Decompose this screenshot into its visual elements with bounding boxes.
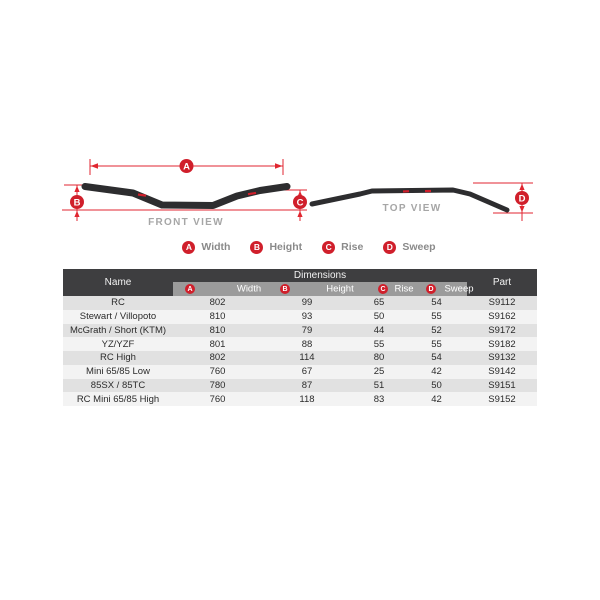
table-row: Stewart / Villopoto 810 93 50 55 S9162 xyxy=(63,309,537,324)
cell-name: McGrath / Short (KTM) xyxy=(69,324,167,336)
column-header-part: Part xyxy=(467,269,537,296)
cell-sweep: 54 xyxy=(431,297,442,309)
subheader-label-sweep: Sweep xyxy=(444,283,474,295)
subheader-label-height: Height xyxy=(326,283,354,295)
cell-part: S9172 xyxy=(488,324,516,336)
cell-height: 93 xyxy=(301,311,313,323)
top-view-label: TOP VIEW xyxy=(383,203,442,214)
cell-width: 802 xyxy=(209,352,226,364)
cell-name: 85SX / 85TC xyxy=(90,379,146,391)
cell-height: 87 xyxy=(301,379,313,391)
cell-part: S9182 xyxy=(488,338,516,350)
cell-width: 810 xyxy=(209,311,226,323)
cell-rise: 25 xyxy=(373,366,385,378)
table-row: RC High 802 114 80 54 S9132 xyxy=(63,351,537,365)
cell-height: 99 xyxy=(301,297,313,309)
cell-height: 114 xyxy=(299,352,315,364)
cell-name: YZ/YZF xyxy=(101,338,135,350)
table-row: RC Mini 65/85 High 760 118 83 42 S9152 xyxy=(63,392,537,406)
width-badge: A xyxy=(179,159,194,173)
cell-rise: 55 xyxy=(373,338,385,350)
cell-part: S9142 xyxy=(488,366,516,378)
cell-sweep: 52 xyxy=(431,324,442,336)
legend-label: Height xyxy=(269,241,303,253)
table-row: 85SX / 85TC 780 87 51 50 S9151 xyxy=(63,378,537,393)
cell-part: S9151 xyxy=(488,379,516,391)
table-row: YZ/YZF 801 88 55 55 S9182 xyxy=(63,337,537,351)
legend-item-sweep: D Sweep xyxy=(383,240,436,254)
cell-width: 810 xyxy=(209,324,226,336)
svg-text:D: D xyxy=(519,193,526,204)
cell-sweep: 55 xyxy=(431,311,442,323)
handlebar-spec-table: Name Dimensions A Width B Height C Rise … xyxy=(63,269,537,406)
cell-height: 79 xyxy=(301,324,313,336)
legend-item-height: B Height xyxy=(250,240,303,254)
table-row: RC 802 99 65 54 S9112 xyxy=(63,296,537,310)
rise-badge: C xyxy=(293,195,307,209)
top-view-diagram: D TOP VIEW xyxy=(309,182,533,221)
cell-width: 780 xyxy=(209,379,226,391)
cell-sweep: 50 xyxy=(431,379,442,391)
cell-name: Mini 65/85 Low xyxy=(86,366,150,378)
table-row: Mini 65/85 Low 760 67 25 42 S9142 xyxy=(63,364,537,379)
handlebar-logo-right xyxy=(247,191,257,196)
cell-width: 801 xyxy=(209,338,226,350)
sweep-badge: D xyxy=(426,284,436,294)
height-badge: B xyxy=(280,284,290,294)
legend-label: Width xyxy=(201,241,231,253)
cell-rise: 51 xyxy=(373,379,385,391)
svg-text:A: A xyxy=(183,161,190,172)
cell-name: RC High xyxy=(100,352,136,364)
sweep-badge: D xyxy=(515,191,529,205)
handlebar-top-view xyxy=(309,187,510,213)
cell-rise: 50 xyxy=(373,311,385,323)
cell-part: S9152 xyxy=(488,393,516,405)
front-view-label: FRONT VIEW xyxy=(148,217,224,228)
cell-sweep: 42 xyxy=(431,366,442,378)
legend-item-rise: C Rise xyxy=(322,240,364,254)
sweep-badge: D xyxy=(383,240,397,254)
cell-part: S9162 xyxy=(488,311,516,323)
cell-sweep: 42 xyxy=(431,393,442,405)
cell-name: RC Mini 65/85 High xyxy=(76,393,160,405)
cell-height: 67 xyxy=(301,366,313,378)
cell-part: S9112 xyxy=(488,297,516,309)
cell-sweep: 55 xyxy=(431,338,442,350)
rise-badge: C xyxy=(322,240,336,254)
cell-rise: 44 xyxy=(373,324,385,336)
width-badge: A xyxy=(182,240,196,254)
dimension-legend: A Width B Height C Rise D Sweep xyxy=(0,239,600,255)
table-header: Name Dimensions A Width B Height C Rise … xyxy=(63,269,537,296)
cell-name: RC xyxy=(111,297,125,309)
table-row: McGrath / Short (KTM) 810 79 44 52 S9172 xyxy=(63,323,537,338)
cell-width: 760 xyxy=(209,393,226,405)
cell-name: Stewart / Villopoto xyxy=(79,311,157,323)
handlebar-logo-left xyxy=(137,193,147,197)
rise-badge: C xyxy=(378,284,388,294)
cell-sweep: 54 xyxy=(431,352,442,364)
dimensions-subheader: A Width B Height C Rise D Sweep xyxy=(173,282,474,296)
cell-height: 88 xyxy=(301,338,313,350)
legend-label: Sweep xyxy=(402,241,436,253)
cell-rise: 80 xyxy=(373,352,385,364)
width-badge: A xyxy=(185,284,195,294)
column-header-dimensions: Dimensions xyxy=(173,269,467,282)
subheader-label-width: Width xyxy=(236,283,262,295)
svg-text:B: B xyxy=(74,197,81,208)
cell-height: 118 xyxy=(299,393,315,405)
height-badge: B xyxy=(70,195,84,209)
legend-item-width: A Width xyxy=(182,240,231,254)
cell-rise: 65 xyxy=(373,297,385,309)
cell-rise: 83 xyxy=(373,393,385,405)
height-badge: B xyxy=(250,240,264,254)
subheader-label-rise: Rise xyxy=(394,283,414,295)
cell-width: 802 xyxy=(209,297,226,309)
cell-part: S9132 xyxy=(488,352,516,364)
front-view-diagram: A B C FRONT VIEW xyxy=(62,159,307,228)
legend-label: Rise xyxy=(341,241,364,253)
svg-text:C: C xyxy=(297,197,304,208)
handlebar-front-view xyxy=(81,183,291,209)
column-header-name: Name xyxy=(63,269,173,296)
cell-width: 760 xyxy=(209,366,226,378)
